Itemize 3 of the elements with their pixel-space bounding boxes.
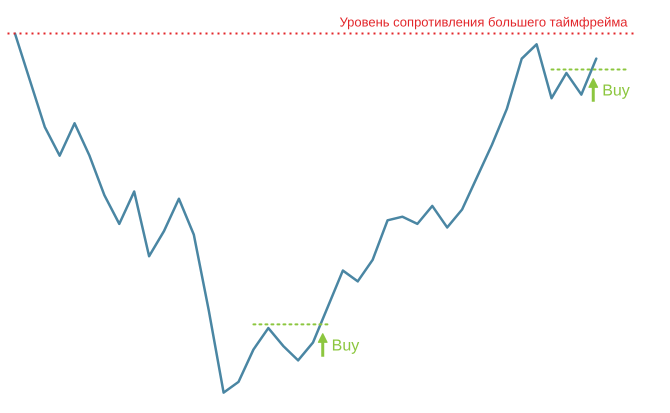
annotation: Buy [332,337,360,354]
ref-line-label: Уровень сопротивления большего таймфрейма [339,14,628,30]
annotation: Buy [602,82,630,100]
